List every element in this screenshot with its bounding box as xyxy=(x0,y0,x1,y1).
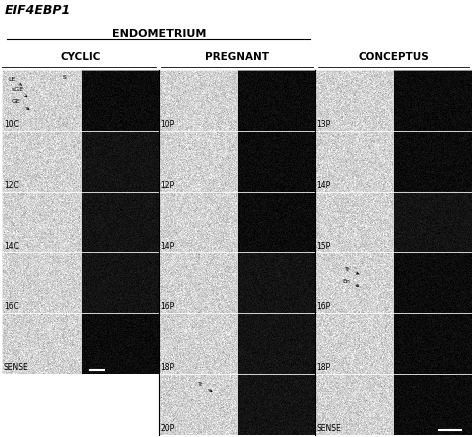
Bar xyxy=(159,374,237,435)
Bar xyxy=(237,374,315,435)
Text: 10C: 10C xyxy=(4,120,18,129)
Bar xyxy=(81,131,159,191)
Text: CONCEPTUS: CONCEPTUS xyxy=(358,52,429,62)
Bar xyxy=(81,253,159,313)
Text: 18P: 18P xyxy=(160,363,174,372)
Bar xyxy=(159,191,237,253)
Text: Tr: Tr xyxy=(198,382,212,392)
Bar xyxy=(237,313,315,374)
Bar xyxy=(393,313,472,374)
Bar xyxy=(2,191,81,253)
Text: En: En xyxy=(343,279,359,287)
Text: SENSE: SENSE xyxy=(4,363,28,372)
Bar xyxy=(237,131,315,191)
Bar xyxy=(159,253,237,313)
Text: 20P: 20P xyxy=(160,424,174,433)
Bar xyxy=(315,131,393,191)
Text: SENSE: SENSE xyxy=(317,424,341,433)
Text: GE: GE xyxy=(12,99,29,110)
Text: 16C: 16C xyxy=(4,302,18,312)
Bar xyxy=(393,131,472,191)
Bar xyxy=(237,191,315,253)
Text: ENDOMETRIUM: ENDOMETRIUM xyxy=(111,29,206,39)
Text: 15P: 15P xyxy=(317,242,331,251)
Bar xyxy=(315,374,393,435)
Bar xyxy=(2,70,81,131)
Text: 10P: 10P xyxy=(160,120,174,129)
Text: Tr: Tr xyxy=(345,267,359,274)
Bar xyxy=(315,191,393,253)
Bar xyxy=(393,191,472,253)
Text: 14P: 14P xyxy=(317,181,331,190)
Bar xyxy=(237,70,315,131)
Text: 16P: 16P xyxy=(160,302,174,312)
Bar xyxy=(81,313,159,374)
Text: 14C: 14C xyxy=(4,242,18,251)
Bar xyxy=(159,313,237,374)
Bar xyxy=(2,131,81,191)
Text: 18P: 18P xyxy=(317,363,331,372)
Bar xyxy=(393,374,472,435)
Bar xyxy=(315,313,393,374)
Text: 12P: 12P xyxy=(160,181,174,190)
Text: 12C: 12C xyxy=(4,181,18,190)
Bar xyxy=(159,70,237,131)
Bar xyxy=(2,313,81,374)
Text: 13P: 13P xyxy=(317,120,331,129)
Bar xyxy=(81,191,159,253)
Text: PREGNANT: PREGNANT xyxy=(205,52,269,62)
Text: EIF4EBP1: EIF4EBP1 xyxy=(5,4,71,17)
Bar xyxy=(393,70,472,131)
Bar xyxy=(315,253,393,313)
Text: sGE: sGE xyxy=(12,87,27,97)
Bar xyxy=(237,253,315,313)
Text: 16P: 16P xyxy=(317,302,331,312)
Text: LE: LE xyxy=(9,77,21,85)
Bar xyxy=(393,253,472,313)
Bar xyxy=(315,70,393,131)
Text: CYCLIC: CYCLIC xyxy=(60,52,101,62)
Bar xyxy=(2,253,81,313)
Text: 14P: 14P xyxy=(160,242,174,251)
Bar xyxy=(159,131,237,191)
Text: S: S xyxy=(63,75,67,80)
Bar xyxy=(81,70,159,131)
